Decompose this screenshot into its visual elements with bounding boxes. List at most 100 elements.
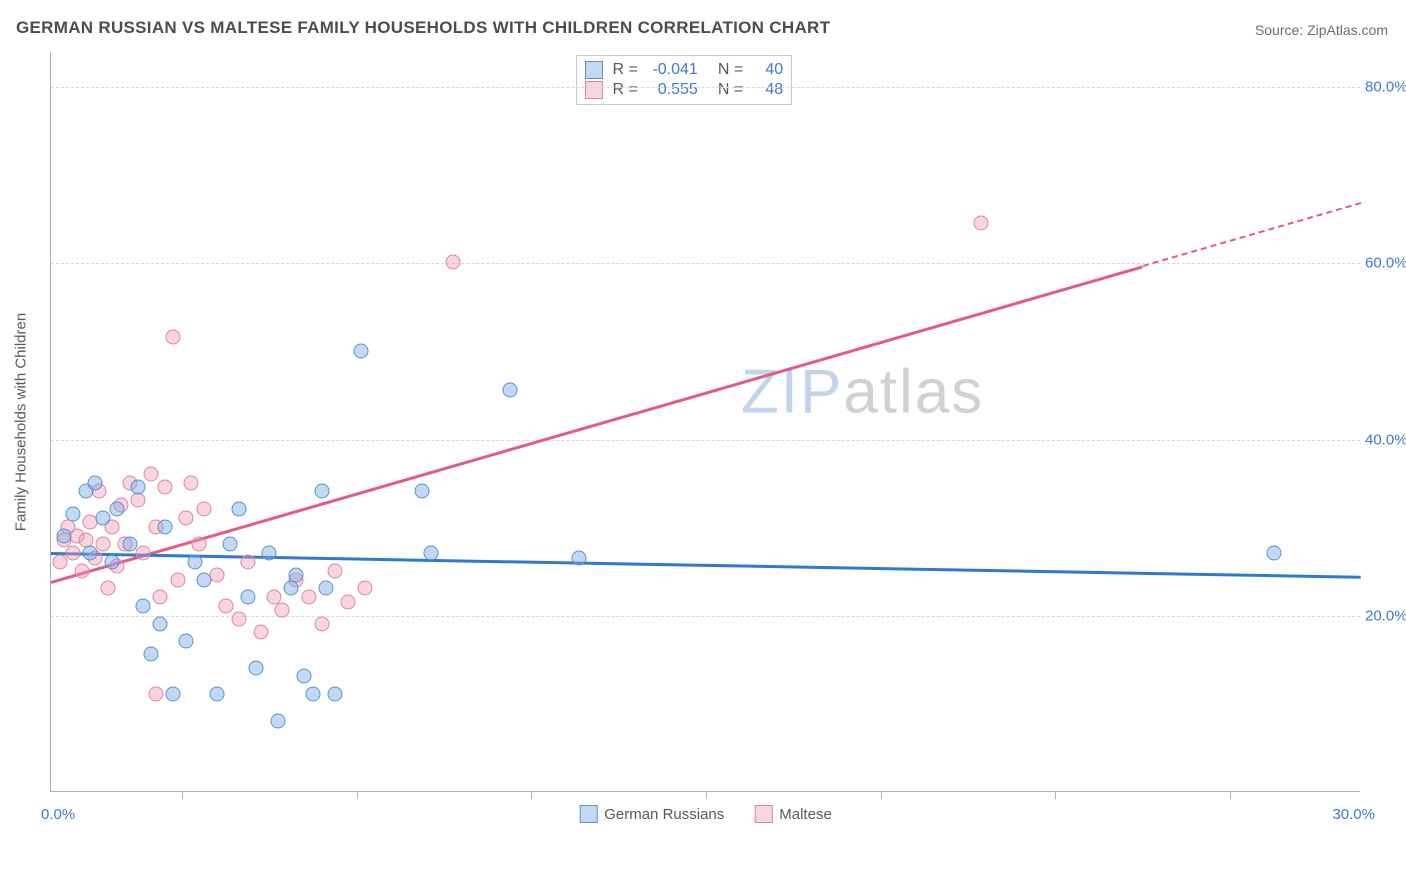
data-point-german-russian [65,506,80,521]
r-label: R = [612,61,637,79]
legend-label: German Russians [604,806,724,823]
data-point-maltese [231,612,246,627]
data-point-german-russian [144,647,159,662]
data-point-german-russian [109,502,124,517]
data-point-german-russian [157,519,172,534]
trend-line [1142,202,1361,267]
data-point-maltese [96,537,111,552]
legend-swatch [584,81,602,99]
n-value: 40 [753,61,783,79]
legend-label: Maltese [779,806,832,823]
y-tick-label: 20.0% [1365,607,1406,624]
stats-legend-row: R = 0.555 N = 48 [584,80,783,100]
n-label: N = [718,61,743,79]
gridline [51,616,1360,617]
data-point-maltese [179,510,194,525]
data-point-german-russian [83,546,98,561]
data-point-german-russian [271,713,286,728]
data-point-german-russian [209,687,224,702]
x-axis-max-label: 30.0% [1332,806,1375,823]
x-axis-min-label: 0.0% [41,806,75,823]
data-point-maltese [74,563,89,578]
data-point-maltese [275,603,290,618]
n-value: 48 [753,81,783,99]
y-tick-label: 40.0% [1365,431,1406,448]
watermark-atlas: atlas [843,357,984,426]
data-point-german-russian [122,537,137,552]
data-point-maltese [301,590,316,605]
data-point-german-russian [1266,546,1281,561]
x-tick [182,791,183,799]
data-point-maltese [218,599,233,614]
x-tick [881,791,882,799]
data-point-maltese [100,581,115,596]
source-label: Source: ZipAtlas.com [1255,22,1388,38]
data-point-maltese [974,215,989,230]
y-tick-label: 60.0% [1365,255,1406,272]
data-point-german-russian [415,484,430,499]
data-point-german-russian [572,550,587,565]
data-point-maltese [183,475,198,490]
data-point-maltese [445,255,460,270]
data-point-maltese [253,625,268,640]
x-tick [1055,791,1056,799]
r-value: 0.555 [648,81,698,99]
data-point-maltese [209,568,224,583]
data-point-maltese [340,594,355,609]
chart-title: GERMAN RUSSIAN VS MALTESE FAMILY HOUSEHO… [16,18,830,38]
x-tick [531,791,532,799]
legend-item: Maltese [754,805,832,823]
data-point-german-russian [423,546,438,561]
data-point-maltese [358,581,373,596]
gridline [51,87,1360,88]
data-point-german-russian [354,343,369,358]
data-point-maltese [144,466,159,481]
n-label: N = [718,81,743,99]
data-point-german-russian [131,480,146,495]
stats-legend: R = -0.041 N = 40 R = 0.555 N = 48 [575,55,792,105]
data-point-german-russian [240,590,255,605]
data-point-german-russian [188,554,203,569]
data-point-maltese [153,590,168,605]
y-axis-label: Family Households with Children [13,312,30,530]
legend-swatch [584,61,602,79]
y-tick-label: 80.0% [1365,79,1406,96]
data-point-german-russian [502,383,517,398]
data-point-german-russian [96,510,111,525]
r-label: R = [612,81,637,99]
data-point-german-russian [327,687,342,702]
data-point-maltese [314,616,329,631]
data-point-german-russian [314,484,329,499]
data-point-german-russian [166,687,181,702]
data-point-maltese [240,554,255,569]
data-point-maltese [157,480,172,495]
data-point-german-russian [284,581,299,596]
data-point-german-russian [135,599,150,614]
stats-legend-row: R = -0.041 N = 40 [584,60,783,80]
legend-item: German Russians [579,805,724,823]
data-point-maltese [131,493,146,508]
r-value: -0.041 [648,61,698,79]
x-tick [357,791,358,799]
data-point-maltese [65,546,80,561]
data-point-maltese [170,572,185,587]
x-tick [1230,791,1231,799]
series-legend: German Russians Maltese [579,805,832,823]
data-point-maltese [52,554,67,569]
data-point-german-russian [231,502,246,517]
legend-swatch [579,805,597,823]
data-point-german-russian [105,554,120,569]
data-point-german-russian [57,528,72,543]
data-point-maltese [327,563,342,578]
data-point-german-russian [223,537,238,552]
data-point-german-russian [87,475,102,490]
data-point-german-russian [249,660,264,675]
legend-swatch [754,805,772,823]
data-point-maltese [192,537,207,552]
data-point-maltese [135,546,150,561]
trend-line [51,265,1143,583]
gridline [51,263,1360,264]
data-point-maltese [196,502,211,517]
data-point-maltese [148,687,163,702]
gridline [51,440,1360,441]
